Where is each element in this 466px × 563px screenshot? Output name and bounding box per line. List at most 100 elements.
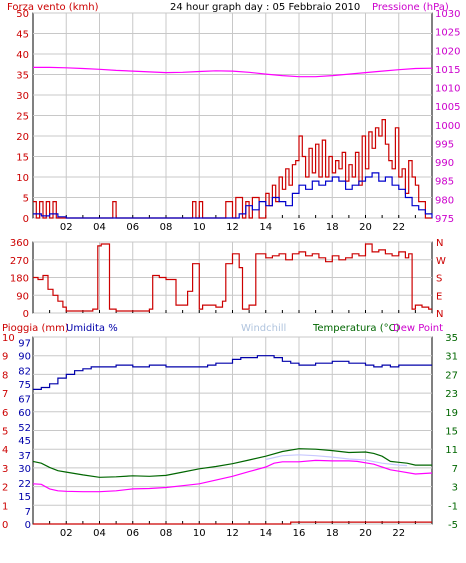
pressure-ytick-label: 1005 [435, 102, 460, 113]
humidity-ytick-label: 37 [18, 451, 31, 462]
pressure-ytick-label: 1020 [435, 46, 460, 57]
temperature-ytick-label: 19 [445, 408, 458, 419]
temperature-ytick-label: -1 [448, 501, 458, 512]
wind-ytick-label: 40 [16, 50, 29, 61]
temperature-ytick-label: 3 [452, 483, 458, 494]
windchill-label: Windchill [241, 323, 286, 334]
rain-ytick-label: 10 [2, 333, 15, 344]
wind-xtick-label: 16 [293, 222, 306, 233]
temperature-ytick-label: 27 [445, 370, 458, 381]
pressure-ytick-label: 1010 [435, 84, 460, 95]
chart-title: 24 hour graph day : 05 Febbraio 2010 [170, 2, 360, 13]
wind-xtick-label: 02 [60, 222, 73, 233]
series-windchill [265, 454, 408, 467]
rain-ytick-label: 3 [2, 464, 8, 475]
humidity-ytick-label: 0 [25, 520, 31, 531]
wind-xtick-label: 20 [359, 222, 372, 233]
wind-ytick-label: 50 [16, 9, 29, 20]
series-dew-point [32, 459, 433, 493]
humidity-ytick-label: 22 [18, 479, 31, 490]
rain-xtick-label: 22 [392, 528, 405, 539]
humidity-ytick-label: 30 [18, 464, 31, 475]
compass-label: W [436, 256, 446, 267]
wind-xtick-label: 08 [160, 222, 173, 233]
direction-ytick-label: 0 [23, 309, 29, 320]
direction-ytick-label: 90 [16, 291, 29, 302]
wind-ytick-label: 45 [16, 30, 29, 41]
compass-label: N [436, 238, 443, 249]
humidity-ytick-label: 82 [18, 367, 31, 378]
pressure-axis-label: Pressione (hPa) [372, 2, 449, 13]
rain-humidity-temperature-panel: 01234567891007152230374552606775829097-5… [2, 333, 458, 539]
wind-xtick-label: 22 [392, 222, 405, 233]
wind-ytick-label: 30 [16, 91, 29, 102]
rain-axis-label: Pioggia (mm) [2, 323, 69, 334]
humidity-ytick-label: 67 [18, 395, 31, 406]
compass-label: N [436, 309, 443, 320]
compass-label: E [436, 291, 442, 302]
pressure-ytick-label: 980 [435, 195, 454, 206]
rain-xtick-label: 04 [93, 528, 106, 539]
compass-label: S [436, 274, 442, 285]
wind-ytick-label: 25 [16, 112, 29, 123]
temperature-ytick-label: 11 [445, 445, 458, 456]
series-temperatura [32, 448, 432, 478]
direction-ytick-label: 270 [10, 256, 29, 267]
rain-xtick-label: 02 [60, 528, 73, 539]
wind-ytick-label: 5 [23, 194, 29, 205]
wind-xtick-label: 14 [259, 222, 272, 233]
pressure-ytick-label: 1015 [435, 65, 460, 76]
rain-ytick-label: 7 [2, 389, 8, 400]
direction-ytick-label: 180 [10, 274, 29, 285]
rain-xtick-label: 06 [126, 528, 139, 539]
dewpoint-label: Dew Point [393, 323, 443, 334]
humidity-ytick-label: 90 [18, 352, 31, 363]
wind-ytick-label: 10 [16, 173, 29, 184]
rain-ytick-label: 8 [2, 370, 8, 381]
pressure-ytick-label: 975 [435, 214, 454, 225]
pressure-ytick-label: 990 [435, 158, 454, 169]
humidity-ytick-label: 15 [18, 492, 31, 503]
temperature-ytick-label: -5 [448, 520, 458, 531]
temperature-ytick-label: 15 [445, 427, 458, 438]
rain-xtick-label: 08 [160, 528, 173, 539]
wind-xtick-label: 10 [193, 222, 206, 233]
humidity-ytick-label: 97 [18, 339, 31, 350]
rain-ytick-label: 9 [2, 352, 8, 363]
series-forza-vento [33, 172, 433, 219]
wind-ytick-label: 20 [16, 132, 29, 143]
pressure-ytick-label: 1000 [435, 121, 460, 132]
rain-xtick-label: 14 [259, 528, 272, 539]
pressure-ytick-label: 1030 [435, 9, 460, 20]
series-wind-direction [33, 243, 432, 312]
humidity-ytick-label: 60 [18, 408, 31, 419]
rain-ytick-label: 4 [2, 445, 8, 456]
rain-ytick-label: 6 [2, 408, 8, 419]
rain-xtick-label: 12 [226, 528, 239, 539]
temperature-ytick-label: 35 [445, 333, 458, 344]
wind-xtick-label: 06 [126, 222, 139, 233]
wind-xtick-label: 18 [326, 222, 339, 233]
rain-ytick-label: 5 [2, 427, 8, 438]
pressure-ytick-label: 985 [435, 177, 454, 188]
rain-xtick-label: 20 [359, 528, 372, 539]
rain-xtick-label: 18 [326, 528, 339, 539]
rain-ytick-label: 0 [2, 520, 8, 531]
wind-xtick-label: 12 [226, 222, 239, 233]
wind-axis-label: Forza vento (kmh) [7, 2, 99, 13]
humidity-ytick-label: 7 [25, 507, 31, 518]
series-umidita-pct [33, 355, 432, 390]
humidity-ytick-label: 75 [18, 380, 31, 391]
humidity-ytick-label: 45 [18, 436, 31, 447]
humidity-ytick-label: 52 [18, 423, 31, 434]
series-pioggia [33, 521, 432, 525]
wind-pressure-panel: 0510152025303540455097598098599099510001… [16, 9, 460, 233]
rain-ytick-label: 1 [2, 501, 8, 512]
series-pressione [33, 66, 433, 78]
temperature-ytick-label: 31 [445, 352, 458, 363]
pressure-ytick-label: 995 [435, 139, 454, 150]
pressure-ytick-label: 1025 [435, 28, 460, 39]
